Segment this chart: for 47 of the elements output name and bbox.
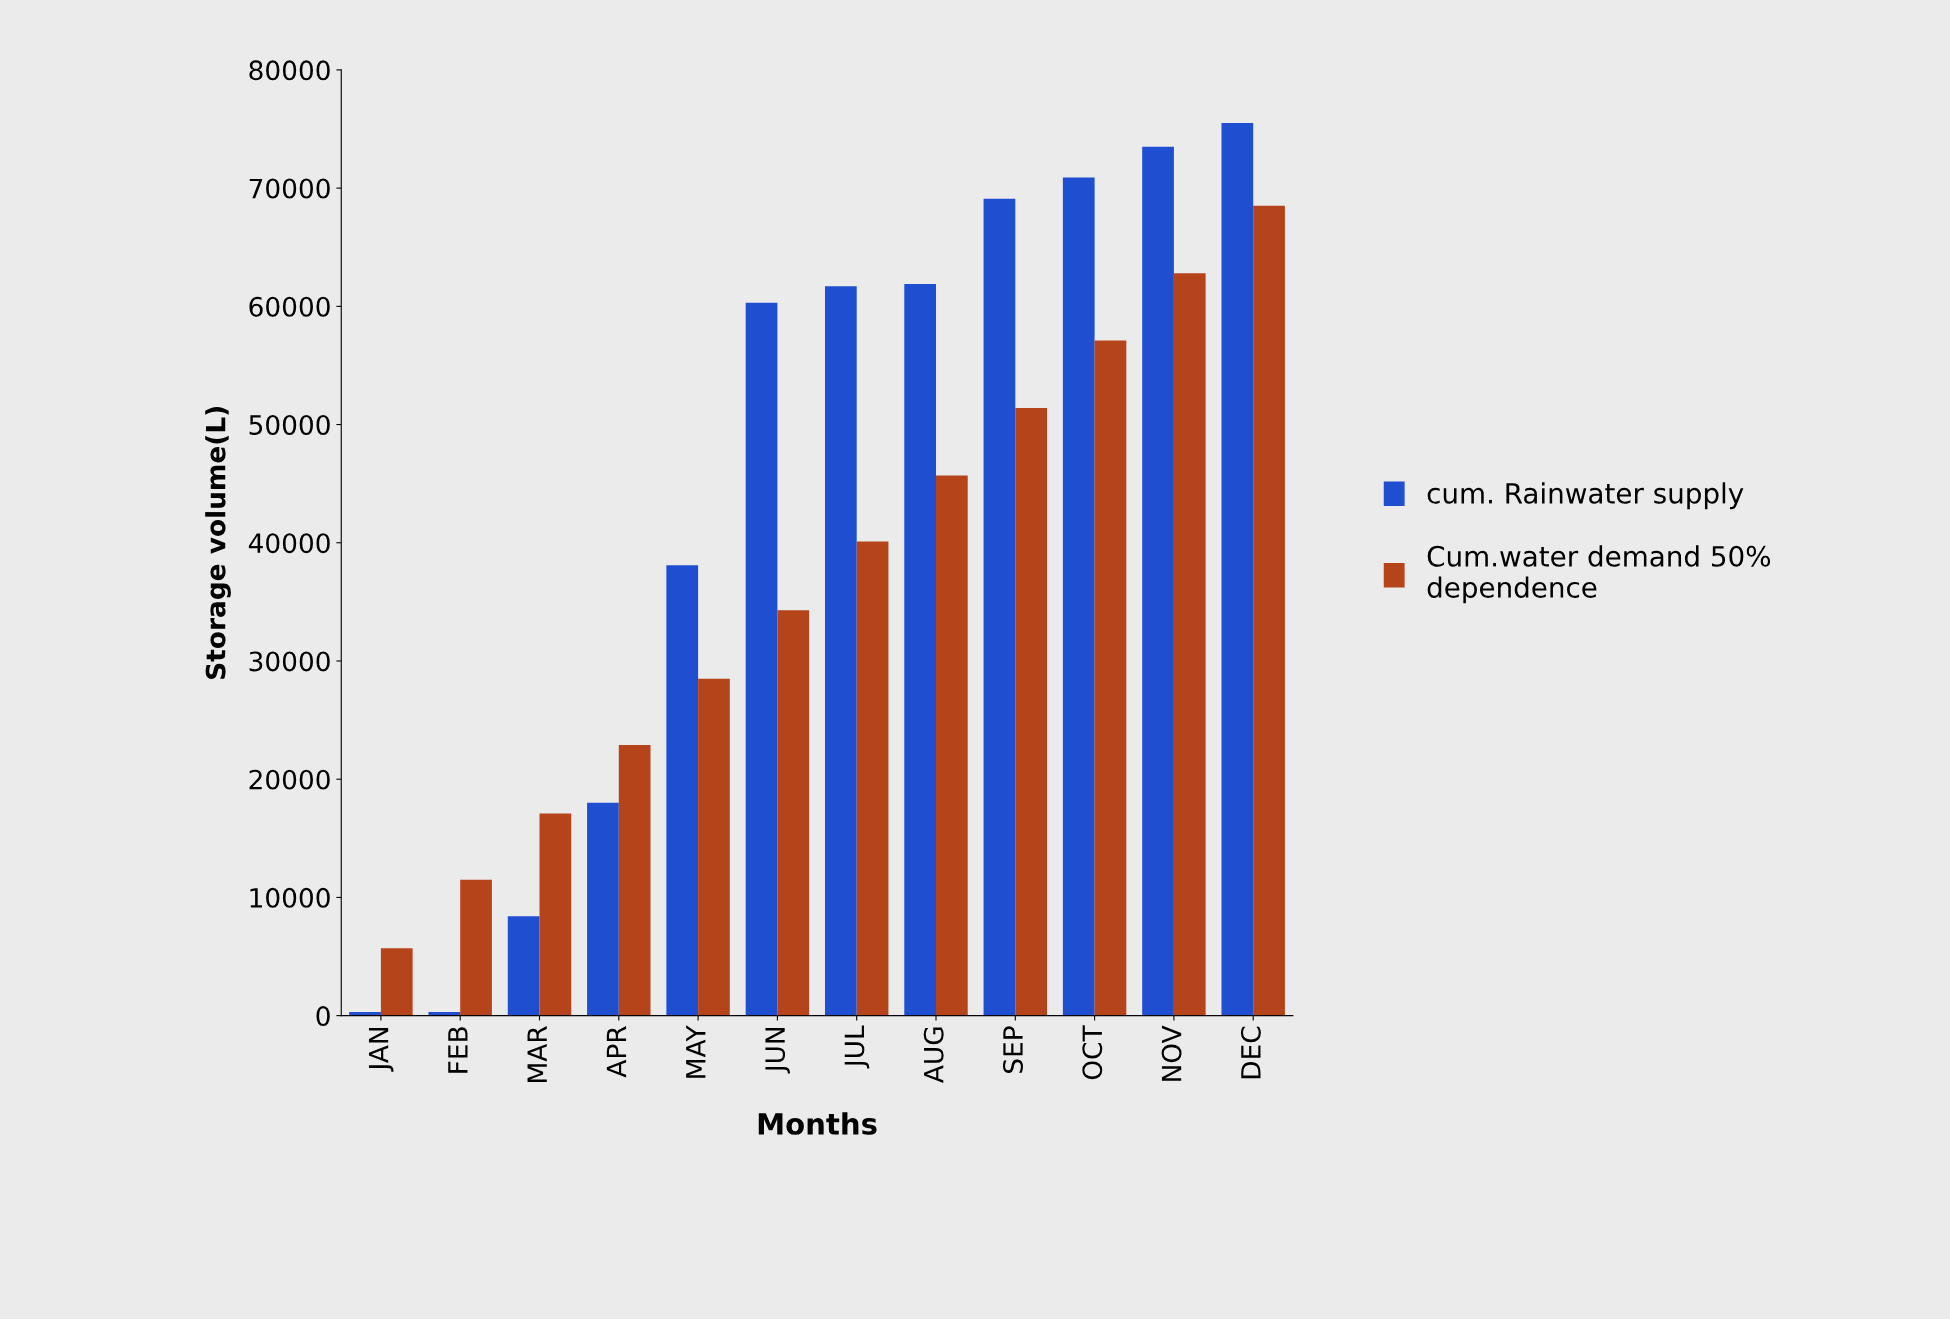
x-tick-label: NOV	[1161, 1025, 1182, 1081]
y-tick-label: 40000	[248, 533, 330, 554]
x-tick-label: SEP	[1003, 1026, 1023, 1073]
bar	[1221, 123, 1254, 1016]
bar	[856, 541, 889, 1016]
x-tick-label: MAY	[686, 1025, 706, 1078]
y-tick-label: 80000	[249, 60, 330, 81]
bar	[745, 302, 778, 1016]
bar	[1094, 340, 1127, 1016]
legend-label: Cum.water demand 50% dependence	[1427, 545, 1771, 604]
x-tick-label: MAR	[527, 1026, 547, 1082]
bar	[1062, 177, 1095, 1016]
bar	[666, 565, 699, 1016]
bar	[904, 283, 936, 1016]
x-tick-label: JUN	[765, 1027, 790, 1074]
y-tick-label: 30000	[249, 651, 330, 672]
legend-label: cum. Rainwater supply	[1427, 482, 1744, 510]
bar	[824, 286, 857, 1016]
y-tick-label: 0	[316, 1006, 330, 1027]
bar	[1253, 205, 1285, 1016]
bar	[1015, 408, 1048, 1016]
bar	[380, 948, 413, 1016]
y-tick-label: 60000	[249, 296, 330, 317]
y-tick-label: 20000	[249, 769, 330, 790]
y-tick-label: 70000	[249, 178, 330, 199]
bar	[539, 813, 572, 1016]
x-tick-label: FEB	[448, 1027, 468, 1073]
bar	[983, 198, 1016, 1016]
y-tick-label: 50000	[249, 414, 330, 435]
bar	[1173, 273, 1206, 1016]
x-axis-title: Months	[758, 1112, 877, 1135]
bar	[507, 916, 540, 1016]
bar	[698, 678, 730, 1016]
bar	[1142, 146, 1174, 1016]
x-tick-label: AUG	[923, 1027, 944, 1083]
x-tick-label: JUL	[844, 1025, 870, 1069]
bar	[777, 610, 810, 1016]
x-tick-label: DEC	[1240, 1026, 1261, 1079]
x-tick-label: APR	[606, 1026, 627, 1078]
bar	[587, 802, 619, 1016]
x-tick-label: OCT	[1082, 1025, 1103, 1080]
y-tick-label: 10000	[250, 887, 330, 908]
y-axis-title: Storage volume(L)	[205, 407, 231, 679]
bar	[618, 744, 651, 1016]
bar	[936, 475, 968, 1016]
bar	[460, 879, 492, 1016]
x-tick-label: JAN	[368, 1027, 394, 1072]
